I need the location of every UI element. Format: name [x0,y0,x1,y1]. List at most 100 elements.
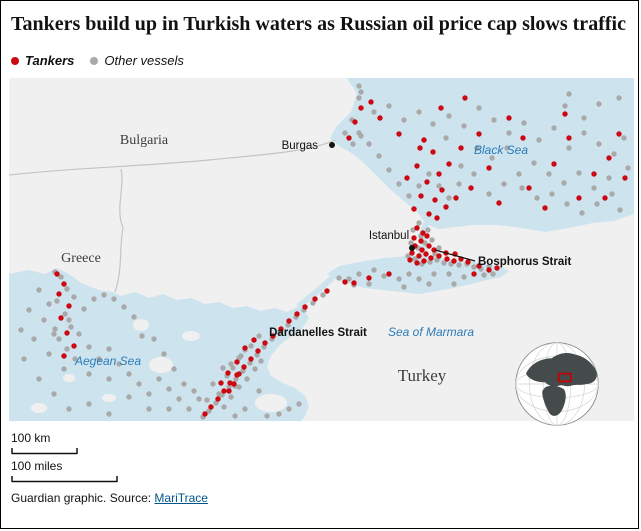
other-vessels-dot [551,125,557,131]
other-vessels-dot [426,171,432,177]
tankers-dot [486,267,492,273]
other-vessels-dot [562,103,568,109]
other-vessels-dot [71,294,77,300]
other-vessels-dot [146,406,152,412]
other-vessels-dot [611,151,617,157]
other-vessels-dot [621,135,627,141]
other-vessels-dot [62,311,68,317]
other-vessels-dot [151,336,157,342]
other-vessels-dot [401,284,407,290]
tankers-dot [428,255,434,261]
burgas-label: Burgas [282,140,319,152]
tankers-dot [409,250,415,256]
other-vessels-dot [146,391,152,397]
tankers-dot [411,206,417,212]
other-vessels-dot [405,253,411,259]
tankers-dot [520,135,526,141]
other-vessels-dot [609,191,615,197]
other-vessels-dot [396,276,402,282]
other-vessels-dot [176,396,182,402]
other-vessels-dot [106,376,112,382]
other-vessels-dot [248,343,254,349]
other-vessels-dot [431,271,437,277]
other-vessels-dot [501,181,507,187]
tankers-dot [602,195,608,201]
other-vessels-dot [191,388,197,394]
other-vessels-dot [471,171,477,177]
map: Bulgaria Greece Turkey Black Sea Aegean … [9,78,634,426]
tankers-dot [423,251,429,257]
other-vessels-dot [406,271,412,277]
tankers-dot [386,271,392,277]
tankers-dot [562,111,568,117]
tankers-dot [225,370,231,376]
other-vessels-dot [486,191,492,197]
tankers-dot [352,119,358,125]
source-link[interactable]: MariTrace [154,491,208,505]
other-vessels-dot [386,167,392,173]
tankers-dot [366,275,372,281]
other-vessels-dot [52,326,58,332]
other-vessels-dot [546,171,552,177]
other-vessels-dot [436,183,442,189]
other-vessels-dot [86,401,92,407]
other-vessels-dot [228,394,234,400]
other-vessels-dot [441,260,447,266]
other-vessels-dot [54,298,60,304]
tankers-dot [215,396,221,402]
scale-miles-label: 100 miles [11,459,63,473]
tankers-dot [431,247,437,253]
tankers-dot [453,195,459,201]
other-vessels-dot [216,391,222,397]
other-vessels-dot [412,256,418,262]
tankers-dot [234,359,240,365]
tankers-dot [451,258,457,264]
other-vessels-dot [56,336,62,342]
bosphorus-leader-line [434,249,476,262]
tankers-dot [465,259,471,265]
other-vessels-dot [221,404,227,410]
tankers-dot [476,131,482,137]
tankers-dot [202,411,208,417]
other-vessels-dot [461,274,467,280]
tankers-dot [426,243,432,249]
other-vessels-dot [244,376,250,382]
tankers-dot [432,197,438,203]
tankers-dot [417,145,423,151]
other-vessels-dot [426,281,432,287]
other-vessels-dot [521,120,527,126]
other-vessels-dot [471,264,477,270]
other-vessels-dot [139,333,145,339]
other-vessels-dot [408,240,414,246]
tankers-dot [61,353,67,359]
other-vessels-dot [451,281,457,287]
other-vessels-dot [116,361,122,367]
tankers-dot [368,99,374,105]
tankers-dot [506,115,512,121]
other-vessels-dot [596,141,602,147]
other-vessels-dot [204,397,210,403]
tankers-dot [542,205,548,211]
other-vessels-dot [101,292,107,298]
other-vessels-dot [242,406,248,412]
other-vessels-dot [46,351,52,357]
tankers-dot [486,165,492,171]
bulgaria-border-line [9,139,336,176]
tankers-dot [262,340,268,346]
other-vessels-dot [126,394,132,400]
page-title: Tankers build up in Turkish waters as Ru… [11,13,626,35]
other-vessels-dot [36,287,42,293]
other-vessels-dot [396,181,402,187]
other-vessels-dot [66,317,72,323]
other-vessels-dot [86,371,92,377]
tankers-dot [56,291,62,297]
other-vessels-dot [536,137,542,143]
other-vessels-dot [356,83,362,89]
tankers-dot [302,304,308,310]
tankers-layer [54,95,628,417]
aegean-sea-label: Aegean Sea [74,354,141,368]
islands [31,319,287,413]
other-vessels-dot [66,406,72,412]
other-vessels-dot [416,109,422,115]
other-vessels-dot [371,109,377,115]
